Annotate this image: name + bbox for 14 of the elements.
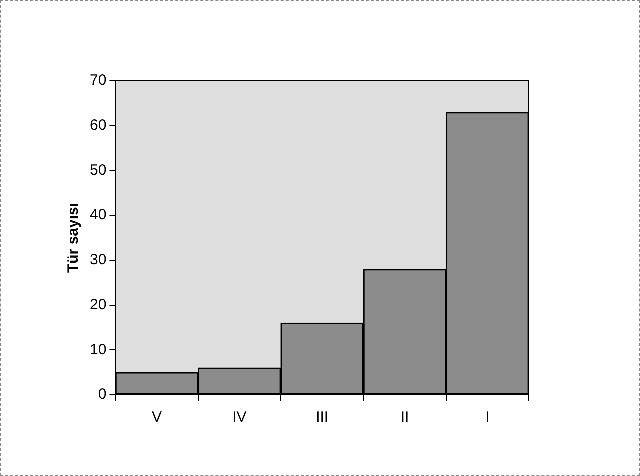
y-tick-label: 70	[90, 72, 107, 90]
y-axis-title: Tür sayısı	[65, 202, 82, 274]
y-tick-label: 10	[90, 341, 107, 358]
y-tick-label: 0	[98, 386, 107, 404]
y-tick-label: 30	[90, 252, 107, 269]
x-tick-label: V	[152, 409, 162, 426]
y-tick-label: 40	[90, 206, 107, 224]
y-tick-label: 60	[90, 117, 107, 134]
x-tick-label: I	[486, 409, 490, 426]
y-tick-label: 20	[90, 296, 107, 314]
y-tick-label: 50	[90, 162, 107, 179]
x-tick-label: II	[400, 409, 410, 426]
x-tick-label: IV	[232, 409, 247, 426]
x-tick-label: III	[316, 409, 329, 426]
